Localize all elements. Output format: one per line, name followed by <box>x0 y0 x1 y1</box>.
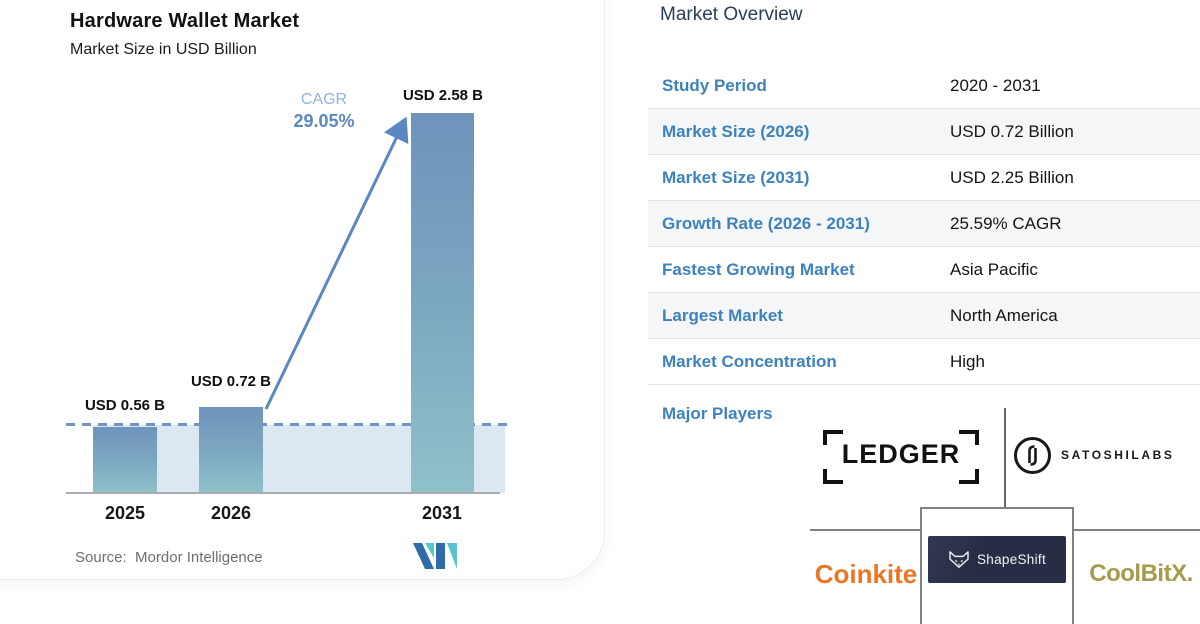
source-note: Source: Mordor Intelligence <box>75 549 263 566</box>
table-row: Largest Market North America <box>648 293 1200 339</box>
bracket-corner-icon <box>823 469 843 484</box>
cagr-label: CAGR <box>300 91 348 108</box>
table-row: Market Size (2031) USD 2.25 Billion <box>648 155 1200 201</box>
ledger-logo: LEDGER <box>823 430 979 484</box>
satoshilabs-logo-text: SATOSHILABS <box>1061 448 1175 462</box>
bar-2025 <box>93 427 157 493</box>
row-value: Asia Pacific <box>950 260 1038 279</box>
shapeshift-logo-text: ShapeShift <box>976 552 1047 567</box>
table-row: Growth Rate (2026 - 2031) 25.59% CAGR <box>648 201 1200 247</box>
major-players-label: Major Players <box>662 404 773 423</box>
row-label: Growth Rate (2026 - 2031) <box>662 214 870 233</box>
chart-title: Hardware Wallet Market <box>70 10 300 32</box>
satoshilabs-logo-icon <box>1014 437 1051 474</box>
x-axis-line <box>66 492 500 494</box>
overview-table: Study Period 2020 - 2031 Market Size (20… <box>648 63 1200 385</box>
row-value: 2020 - 2031 <box>950 76 1041 95</box>
bar-2031 <box>411 113 474 493</box>
row-value: High <box>950 352 985 371</box>
ledger-logo-text: LEDGER <box>841 439 961 469</box>
table-row: Fastest Growing Market Asia Pacific <box>648 247 1200 293</box>
players-divider-left <box>810 529 920 531</box>
mordor-intelligence-logo-icon <box>413 543 457 569</box>
row-label: Largest Market <box>662 306 783 325</box>
players-divider-right <box>1073 529 1200 531</box>
row-label: Market Concentration <box>662 352 837 371</box>
table-row: Study Period 2020 - 2031 <box>648 63 1200 109</box>
bracket-corner-icon <box>959 430 979 445</box>
coolbitx-logo: CoolBitX. <box>1089 560 1193 587</box>
bar-value-label: USD 2.58 B <box>402 87 484 104</box>
row-value: USD 0.72 Billion <box>950 122 1074 141</box>
shapeshift-logo: ShapeShift <box>928 536 1066 583</box>
fox-icon <box>949 550 969 568</box>
coinkite-logo: Coinkite <box>814 559 918 589</box>
row-value: North America <box>950 306 1058 325</box>
bar-value-label: USD 0.56 B <box>84 397 166 414</box>
x-tick-label: 2025 <box>104 503 146 523</box>
row-label: Fastest Growing Market <box>662 260 855 279</box>
row-value: 25.59% CAGR <box>950 214 1062 233</box>
players-divider-vertical <box>1004 408 1006 508</box>
x-tick-label: 2031 <box>421 503 463 523</box>
reference-dashed-line <box>66 423 507 426</box>
growth-arrow-icon <box>264 116 409 410</box>
cagr-value: 29.05% <box>293 111 355 131</box>
bar-value-label: USD 0.72 B <box>190 373 272 390</box>
bracket-corner-icon <box>959 469 979 484</box>
overview-title: Market Overview <box>660 4 803 25</box>
table-row: Market Concentration High <box>648 339 1200 385</box>
bar-2026 <box>199 407 263 493</box>
bracket-corner-icon <box>823 430 843 445</box>
row-label: Market Size (2031) <box>662 168 810 187</box>
chart-subtitle: Market Size in USD Billion <box>70 41 257 58</box>
row-label: Study Period <box>662 76 767 95</box>
table-row: Market Size (2026) USD 0.72 Billion <box>648 109 1200 155</box>
source-label: Source: <box>75 549 127 566</box>
row-value: USD 2.25 Billion <box>950 168 1074 187</box>
row-label: Market Size (2026) <box>662 122 810 141</box>
x-tick-label: 2026 <box>210 503 252 523</box>
source-text: Mordor Intelligence <box>135 549 263 566</box>
